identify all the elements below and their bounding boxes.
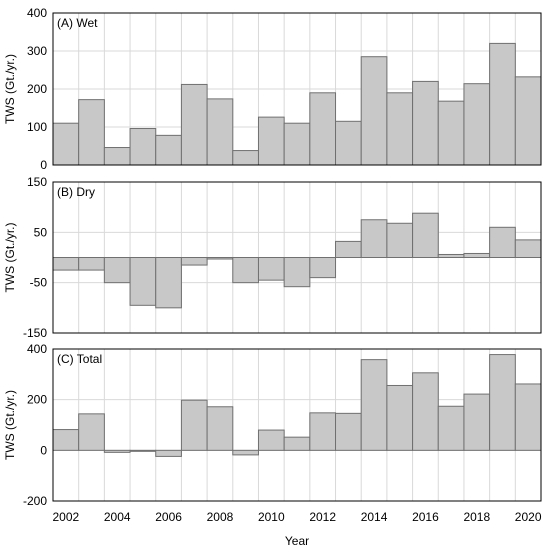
panel-3-bar-2020 <box>514 383 542 451</box>
panel-2-bar-2012 <box>309 257 337 279</box>
panel-3-bar-2007 <box>180 399 208 451</box>
panel-3-bar-2003 <box>78 413 105 451</box>
panel-2-bar-2017 <box>437 253 465 258</box>
panel-2-ylabel: TWS (Gt./yr.) <box>3 223 17 293</box>
panel-3-label: (C) Total <box>57 352 102 366</box>
panel-1-bar-2003 <box>78 99 105 166</box>
panel-2-bar-2008 <box>206 257 234 260</box>
panel-3-ytick-label: 400 <box>27 342 47 356</box>
panel-1-bar-2014 <box>360 56 388 166</box>
panel-3-bar-2011 <box>283 436 311 451</box>
xtick-label-2010: 2010 <box>258 510 285 524</box>
panel-1-ytick-label: 200 <box>27 82 47 96</box>
panel-3-bar-2017 <box>437 405 465 451</box>
xtick-label-2006: 2006 <box>155 510 182 524</box>
panel-1-bar-2002 <box>52 122 80 166</box>
panel-1-bar-2020 <box>514 76 542 166</box>
panel-3-bar-2013 <box>335 412 362 451</box>
panel-1-bar-2004 <box>103 147 131 166</box>
panel-2-bar-2016 <box>412 212 439 258</box>
panel-2-bar-2018 <box>463 252 491 258</box>
panel-2-bar-2014 <box>360 219 388 258</box>
xtick-label-2018: 2018 <box>463 510 490 524</box>
panel-3-bar-2010 <box>257 429 285 451</box>
panel-3-bar-2016 <box>412 372 439 451</box>
panel-1-ylabel: TWS (Gt./yr.) <box>3 54 17 124</box>
panel-3-bar-2015 <box>386 384 414 451</box>
panel-1-bar-2011 <box>283 122 311 166</box>
panel-3-ytick-label: -200 <box>23 494 47 508</box>
panel-3-bar-2014 <box>360 359 388 451</box>
panel-1-bar-2017 <box>437 100 465 166</box>
xtick-label-2008: 2008 <box>207 510 234 524</box>
panel-1-bar-2019 <box>489 42 516 166</box>
panel-1-bar-2009 <box>232 150 259 166</box>
panel-1-bar-2008 <box>206 98 234 166</box>
panel-2-bar-2015 <box>386 222 414 258</box>
panel-2-bar-2006 <box>155 257 182 309</box>
xtick-label-2020: 2020 <box>515 510 542 524</box>
panel-3-ytick-label: 200 <box>27 393 47 407</box>
panel-1-ytick-label: 0 <box>40 158 47 172</box>
panel-3-bar-2002 <box>52 429 80 451</box>
panel-2-bar-2010 <box>257 257 285 281</box>
panel-1-label: (A) Wet <box>57 16 98 30</box>
panel-2-ytick-label: -150 <box>23 326 47 340</box>
panel-1-bar-2018 <box>463 83 491 166</box>
panel-1-ytick-label: 300 <box>27 44 47 58</box>
panel-2-bar-2020 <box>514 239 542 258</box>
panel-1-bar-2007 <box>180 83 208 166</box>
panel-3-ytick-label: 0 <box>40 443 47 457</box>
panel-3-bar-2018 <box>463 393 491 451</box>
panel-2-bar-2013 <box>335 240 362 258</box>
panel-3-ylabel: TWS (Gt./yr.) <box>3 390 17 460</box>
panel-2-bar-2019 <box>489 226 516 259</box>
panel-2-ytick-label: 50 <box>34 225 48 239</box>
panel-1-bar-2010 <box>257 116 285 166</box>
panel-2-bar-2007 <box>180 257 208 266</box>
xtick-label-2004: 2004 <box>104 510 131 524</box>
panel-2-ytick-label: -50 <box>30 276 48 290</box>
panel-2-frame <box>52 181 542 334</box>
panel-1-bar-2006 <box>155 134 182 166</box>
xtick-label-2002: 2002 <box>52 510 79 524</box>
panel-1-ytick-label: 100 <box>27 120 47 134</box>
panel-3-bar-2009 <box>232 449 259 456</box>
panel-1-bar-2016 <box>412 80 439 166</box>
panel-3-bar-2006 <box>155 449 182 457</box>
x-axis-title: Year <box>285 534 309 548</box>
panel-2-bar-2002 <box>52 257 80 271</box>
panel-3-bar-2019 <box>489 354 516 451</box>
xtick-label-2012: 2012 <box>309 510 336 524</box>
panel-3-bar-2012 <box>309 412 337 451</box>
panel-3-frame <box>52 348 542 502</box>
panel-3-bar-2004 <box>103 449 131 453</box>
panel-1-bar-2013 <box>335 120 362 166</box>
panel-3-bar-2005 <box>129 449 157 452</box>
xtick-label-2014: 2014 <box>361 510 388 524</box>
panel-1-bar-2012 <box>309 92 337 166</box>
xtick-label-2016: 2016 <box>412 510 439 524</box>
panel-3-bar-2008 <box>206 406 234 451</box>
panel-2-bar-2009 <box>232 257 259 284</box>
panel-2-bar-2004 <box>103 257 131 284</box>
panel-1-bar-2005 <box>129 128 157 166</box>
panel-2-label: (B) Dry <box>57 185 95 199</box>
panel-1-bar-2015 <box>386 92 414 166</box>
panel-2-bar-2011 <box>283 257 311 288</box>
panel-2-ytick-label: 150 <box>27 175 47 189</box>
panel-1-frame <box>52 12 542 166</box>
panel-2-bar-2005 <box>129 257 157 306</box>
panel-2-bar-2003 <box>78 257 105 271</box>
panel-1-ytick-label: 400 <box>27 6 47 20</box>
